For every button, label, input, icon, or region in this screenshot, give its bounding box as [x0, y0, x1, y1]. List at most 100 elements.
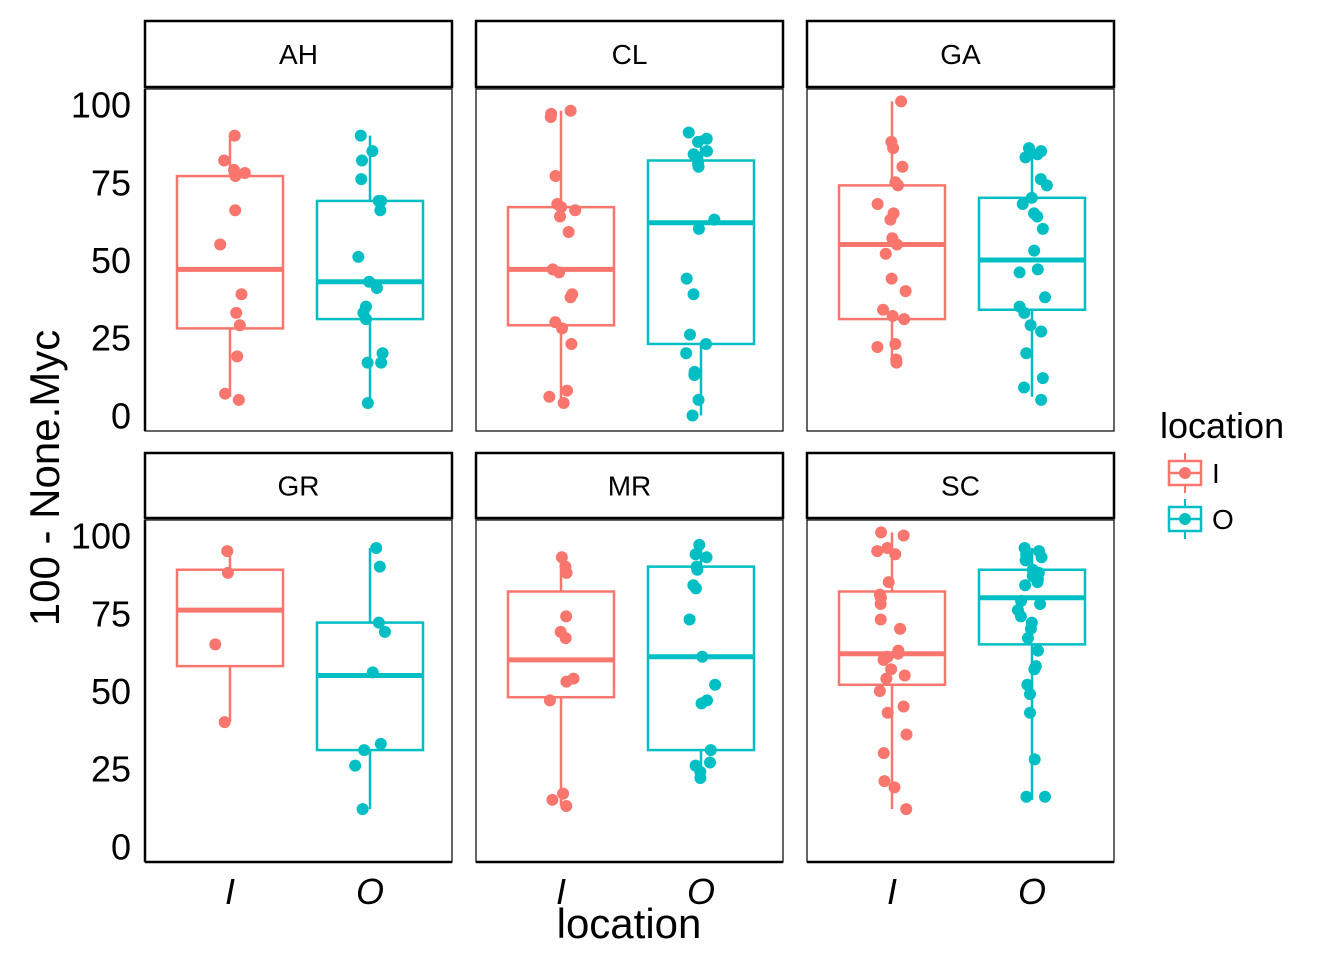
facet-mr: MR: [474, 451, 785, 863]
data-point: [875, 526, 888, 539]
data-point: [554, 210, 567, 223]
data-point: [680, 347, 693, 360]
box-I: [175, 129, 285, 406]
data-point: [355, 173, 368, 186]
data-point: [233, 319, 246, 332]
data-point: [375, 356, 388, 369]
data-point: [692, 160, 705, 173]
data-point: [565, 337, 578, 350]
data-point: [1025, 191, 1038, 204]
data-point: [894, 622, 907, 635]
data-point: [1019, 579, 1032, 592]
data-point: [1034, 597, 1047, 610]
data-point: [704, 744, 717, 757]
data-point: [1028, 663, 1041, 676]
facet-ga: GA: [805, 19, 1116, 432]
y-tick-label: 25: [91, 318, 131, 359]
data-point: [897, 529, 910, 542]
data-point: [372, 616, 385, 629]
facet-strip: [805, 451, 1116, 520]
facet-strip: [474, 19, 785, 89]
data-point: [1024, 622, 1037, 635]
y-tick-label: 0: [111, 826, 131, 867]
data-point: [1031, 210, 1044, 223]
data-point: [1013, 266, 1026, 279]
data-point: [1024, 706, 1037, 719]
data-point: [688, 369, 701, 382]
box-O: [977, 142, 1087, 406]
x-axis-title: location: [557, 900, 702, 947]
data-point: [218, 716, 231, 729]
x-tick-label: I: [225, 871, 235, 912]
data-point: [557, 397, 570, 410]
data-point: [228, 129, 241, 142]
facet-strip-label: GR: [278, 471, 320, 502]
legend-title: location: [1160, 405, 1284, 446]
data-point: [1035, 325, 1048, 338]
data-point: [543, 390, 556, 403]
data-point: [874, 597, 887, 610]
box-iqr: [506, 205, 616, 327]
data-point: [898, 669, 911, 682]
data-point: [1021, 678, 1034, 691]
data-point: [871, 545, 884, 558]
data-point: [560, 675, 573, 688]
data-point: [1020, 790, 1033, 803]
data-point: [1036, 372, 1049, 385]
data-point: [555, 201, 568, 214]
data-point: [1022, 142, 1035, 155]
facet-strip-label: MR: [608, 471, 652, 502]
data-point: [683, 613, 696, 626]
data-point: [884, 213, 897, 226]
x-tick-label: I: [556, 871, 566, 912]
data-point: [887, 142, 900, 155]
data-point: [691, 563, 704, 576]
data-point: [1031, 263, 1044, 276]
data-point: [356, 154, 369, 167]
data-point: [555, 551, 568, 564]
data-point: [880, 672, 893, 685]
data-point: [885, 272, 898, 285]
data-point: [877, 303, 890, 316]
data-point: [544, 110, 557, 123]
data-point: [892, 647, 905, 660]
data-point: [695, 697, 708, 710]
box-O: [315, 129, 425, 410]
data-point: [376, 347, 389, 360]
data-point: [1038, 790, 1051, 803]
data-point: [1024, 319, 1037, 332]
data-point: [895, 95, 908, 108]
y-tick-label: 75: [91, 593, 131, 634]
box-iqr: [175, 568, 285, 668]
data-point: [700, 145, 713, 158]
data-point: [546, 793, 559, 806]
data-point: [682, 126, 695, 139]
data-point: [370, 281, 383, 294]
data-point: [1040, 179, 1053, 192]
data-point: [209, 638, 222, 651]
box-I: [837, 526, 947, 816]
y-tick-label: 75: [91, 162, 131, 203]
y-tick-label: 100: [71, 85, 131, 126]
data-point: [569, 204, 582, 217]
data-point: [680, 272, 693, 285]
data-point: [1031, 148, 1044, 161]
data-point: [232, 393, 245, 406]
data-point: [366, 666, 379, 679]
data-point: [692, 393, 705, 406]
data-point: [214, 238, 227, 251]
box-I: [506, 104, 616, 410]
data-point: [556, 322, 569, 335]
legend-item-I: I: [1167, 453, 1220, 493]
data-point: [689, 548, 702, 561]
data-point: [889, 337, 902, 350]
data-point: [560, 800, 573, 813]
box-iqr: [315, 199, 425, 321]
data-point: [885, 663, 898, 676]
y-tick-label: 50: [91, 240, 131, 281]
data-point: [879, 247, 892, 260]
legend-label: I: [1212, 458, 1220, 489]
data-point: [683, 328, 696, 341]
data-point: [704, 756, 717, 769]
facet-strip-label: AH: [279, 39, 318, 70]
